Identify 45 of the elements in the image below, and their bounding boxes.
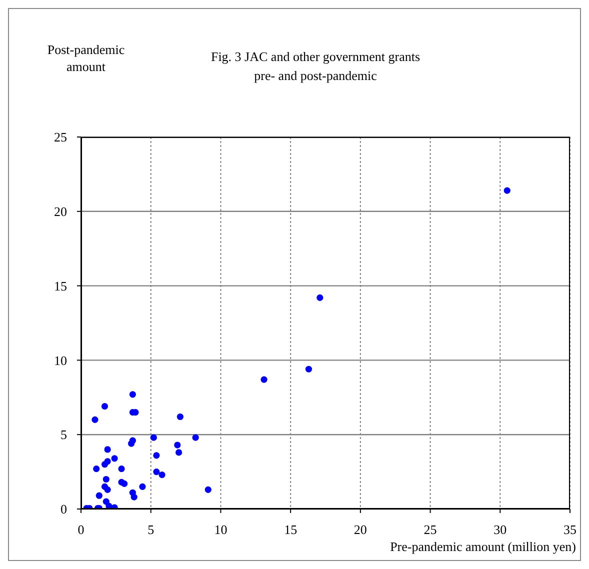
point — [176, 413, 184, 420]
chart-title: Fig. 3 JAC and other government grants pre- and post-pandemic — [210, 49, 420, 83]
y-tick-label: 10 — [54, 352, 67, 368]
point — [158, 471, 166, 478]
y-axis-title: Post-pandemic amount — [46, 41, 126, 75]
x-tick-label: 15 — [284, 522, 298, 538]
x-tick-label: 0 — [78, 522, 84, 538]
point — [129, 391, 136, 398]
point — [128, 440, 135, 447]
point — [102, 476, 110, 483]
point — [504, 187, 510, 194]
point — [139, 483, 146, 490]
point — [176, 449, 182, 456]
y-tick-label: 0 — [60, 502, 67, 517]
y-tick-label: 25 — [54, 130, 67, 145]
x-axis-title: Pre-pandemic amount (million yen) — [390, 539, 576, 555]
point — [111, 455, 118, 462]
point — [96, 492, 102, 499]
point — [93, 466, 100, 472]
y-tick-label: 15 — [54, 278, 67, 294]
point — [204, 486, 212, 493]
x-tick-label: 10 — [214, 522, 228, 538]
point — [104, 446, 111, 453]
point — [150, 434, 157, 441]
x-tick-label: 5 — [148, 522, 154, 538]
point — [130, 494, 138, 500]
point — [92, 416, 98, 424]
point — [316, 294, 324, 302]
point — [260, 376, 268, 383]
x-tick-label: 35 — [564, 522, 576, 538]
y-tick-label: 5 — [60, 427, 67, 442]
point — [101, 461, 108, 468]
x-tick-label: 20 — [354, 522, 367, 538]
point — [121, 480, 128, 488]
point — [104, 486, 111, 493]
point — [192, 434, 199, 441]
point — [305, 366, 312, 372]
point — [118, 466, 125, 472]
point — [153, 468, 160, 476]
x-tick-label: 25 — [424, 522, 437, 538]
point — [174, 442, 181, 448]
point — [101, 403, 108, 410]
point — [153, 452, 160, 459]
x-tick-label: 30 — [494, 522, 507, 538]
y-tick-label: 20 — [54, 204, 67, 220]
